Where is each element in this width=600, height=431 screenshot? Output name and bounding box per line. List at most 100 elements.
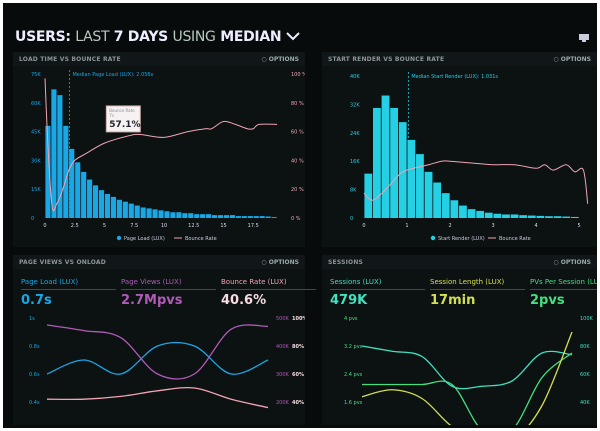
- histogram-bar: [217, 215, 224, 218]
- legend-label: Start Render (LUX): [438, 236, 485, 242]
- x-tick-label: 2: [448, 223, 451, 229]
- y-tick-label: 4 pvs: [344, 316, 358, 322]
- histogram-bar: [164, 211, 170, 218]
- histogram-bar: [152, 209, 158, 218]
- users-range-selector[interactable]: USERS: LAST 7 DAYS USING MEDIAN: [15, 29, 300, 45]
- y-tick-label: 16K: [350, 159, 360, 165]
- histogram-bar: [433, 182, 442, 218]
- y-tick-label: 8K: [350, 188, 357, 194]
- tooltip-sub: 7s: [109, 113, 114, 118]
- options-button[interactable]: ○ OPTIONS: [553, 56, 591, 63]
- yellow-series-line: [361, 331, 573, 425]
- median-label: Median Start Render (LUX): 1.031s: [411, 74, 498, 80]
- histogram-bar: [424, 171, 433, 218]
- histogram-bar: [212, 215, 218, 218]
- y2-tick-label: 500K: [276, 316, 290, 322]
- metric-value: 479K: [330, 293, 368, 308]
- y-tick-label: 1s: [29, 316, 35, 322]
- histogram-bar: [553, 216, 562, 218]
- y2-tick-label: 80 %: [291, 101, 304, 107]
- y-tick-label: 2.4 pvs: [344, 372, 363, 378]
- histogram-bar: [75, 162, 81, 218]
- options-label: OPTIONS: [560, 259, 591, 266]
- load-time-chart: 75K 60K 45K 30K 15K 0 100 % 80 % 60 % 40 % 20 % 0 %…: [31, 70, 305, 242]
- y3-tick-label: 80%: [292, 344, 304, 350]
- purple-series-line: [46, 324, 269, 380]
- x-tick-label: 15: [220, 223, 226, 229]
- x-tick-label: 4: [534, 223, 537, 229]
- histogram-bar: [536, 215, 545, 218]
- y2-tick-label: 400K: [276, 344, 290, 350]
- y-tick-label: 32K: [350, 102, 360, 108]
- panel-title: PAGE VIEWS VS ONLOAD: [13, 255, 305, 269]
- histogram-bar: [63, 125, 69, 218]
- y3-tick-label: 40%: [292, 400, 304, 406]
- histogram-bar: [381, 95, 390, 218]
- chevron-down-icon[interactable]: [286, 32, 300, 41]
- y-tick-label: 30K: [31, 158, 41, 164]
- histogram-bar: [223, 215, 230, 218]
- histogram-bar: [510, 214, 519, 218]
- monitor-icon[interactable]: [578, 33, 590, 43]
- options-label: OPTIONS: [560, 56, 591, 63]
- histogram-bar: [57, 95, 63, 218]
- histogram-bar: [519, 215, 528, 218]
- histogram-bar: [188, 213, 194, 218]
- y-tick-label: 0.4s: [29, 400, 40, 406]
- metric-value: 2.7Mpvs: [121, 293, 183, 308]
- options-button[interactable]: ○ OPTIONS: [261, 56, 299, 63]
- histogram-bar: [128, 203, 134, 218]
- page-views-panel: PAGE VIEWS VS ONLOAD ○ OPTIONS Page Load…: [13, 255, 316, 425]
- title-days: 7 DAYS: [113, 29, 168, 45]
- histogram-bar: [176, 212, 182, 218]
- start-render-panel: START RENDER VS BOUNCE RATE ○ OPTIONS 40…: [322, 52, 597, 247]
- histogram-bar: [527, 215, 536, 218]
- histogram-bar: [206, 214, 212, 218]
- panel-title: SESSIONS: [322, 255, 597, 269]
- y-tick-label: 0: [31, 216, 34, 222]
- y2-tick-label: 100 %: [291, 72, 305, 78]
- histogram-bar: [476, 210, 485, 218]
- options-button[interactable]: ○ OPTIONS: [261, 259, 299, 266]
- blue-series-line: [46, 341, 269, 375]
- histogram-bar: [484, 212, 493, 218]
- histogram-bar: [194, 214, 200, 218]
- y-tick-label: 75K: [31, 72, 41, 78]
- legend-marker: [116, 235, 122, 241]
- histogram-bar: [81, 171, 87, 218]
- metric-label: Page Load (LUX): [21, 278, 116, 290]
- histogram-bar: [545, 216, 553, 218]
- histogram-bar: [45, 125, 51, 218]
- metric-label: Session Length (LUX): [430, 278, 525, 290]
- y-tick-label: 0: [350, 216, 353, 222]
- tooltip-title: Bounce Rate: [109, 108, 135, 113]
- options-button[interactable]: ○ OPTIONS: [553, 259, 591, 266]
- histogram-bar: [110, 196, 116, 218]
- metric-label: PVs Per Session (LUX): [530, 278, 597, 290]
- histogram-bar: [373, 107, 381, 218]
- x-tick-label: 5: [578, 223, 581, 229]
- histogram-bar: [140, 207, 146, 218]
- histogram-bar: [398, 122, 407, 218]
- options-label: OPTIONS: [268, 56, 299, 63]
- x-tick-label: 0: [362, 223, 365, 229]
- y2-tick-label: 20 %: [291, 187, 304, 193]
- y2-tick-label: 40 %: [291, 158, 304, 164]
- histogram-bar: [87, 179, 93, 218]
- green-series-line: [361, 352, 573, 425]
- page-views-chart: 1s 0.8s 0.6s 0.4s 500K 400K 300K 200K 100% 80% 60%…: [29, 316, 305, 409]
- tooltip-box: [105, 105, 141, 133]
- bounce-rate-line: [363, 160, 589, 204]
- y-tick-label: 15K: [31, 187, 41, 193]
- metric-value: 0.7s: [21, 293, 52, 308]
- histogram-bar: [562, 216, 571, 218]
- histogram-bar: [259, 216, 265, 218]
- metric-value: 17min: [430, 293, 476, 308]
- x-tick-label: 10: [161, 223, 167, 229]
- y2-tick-label: 60K: [580, 372, 590, 378]
- title-last: LAST: [75, 29, 110, 45]
- y2-tick-label: 200K: [276, 400, 290, 406]
- title-users: USERS:: [15, 29, 71, 45]
- histogram-bar: [235, 216, 241, 218]
- panel-title: LOAD TIME VS BOUNCE RATE: [13, 52, 305, 66]
